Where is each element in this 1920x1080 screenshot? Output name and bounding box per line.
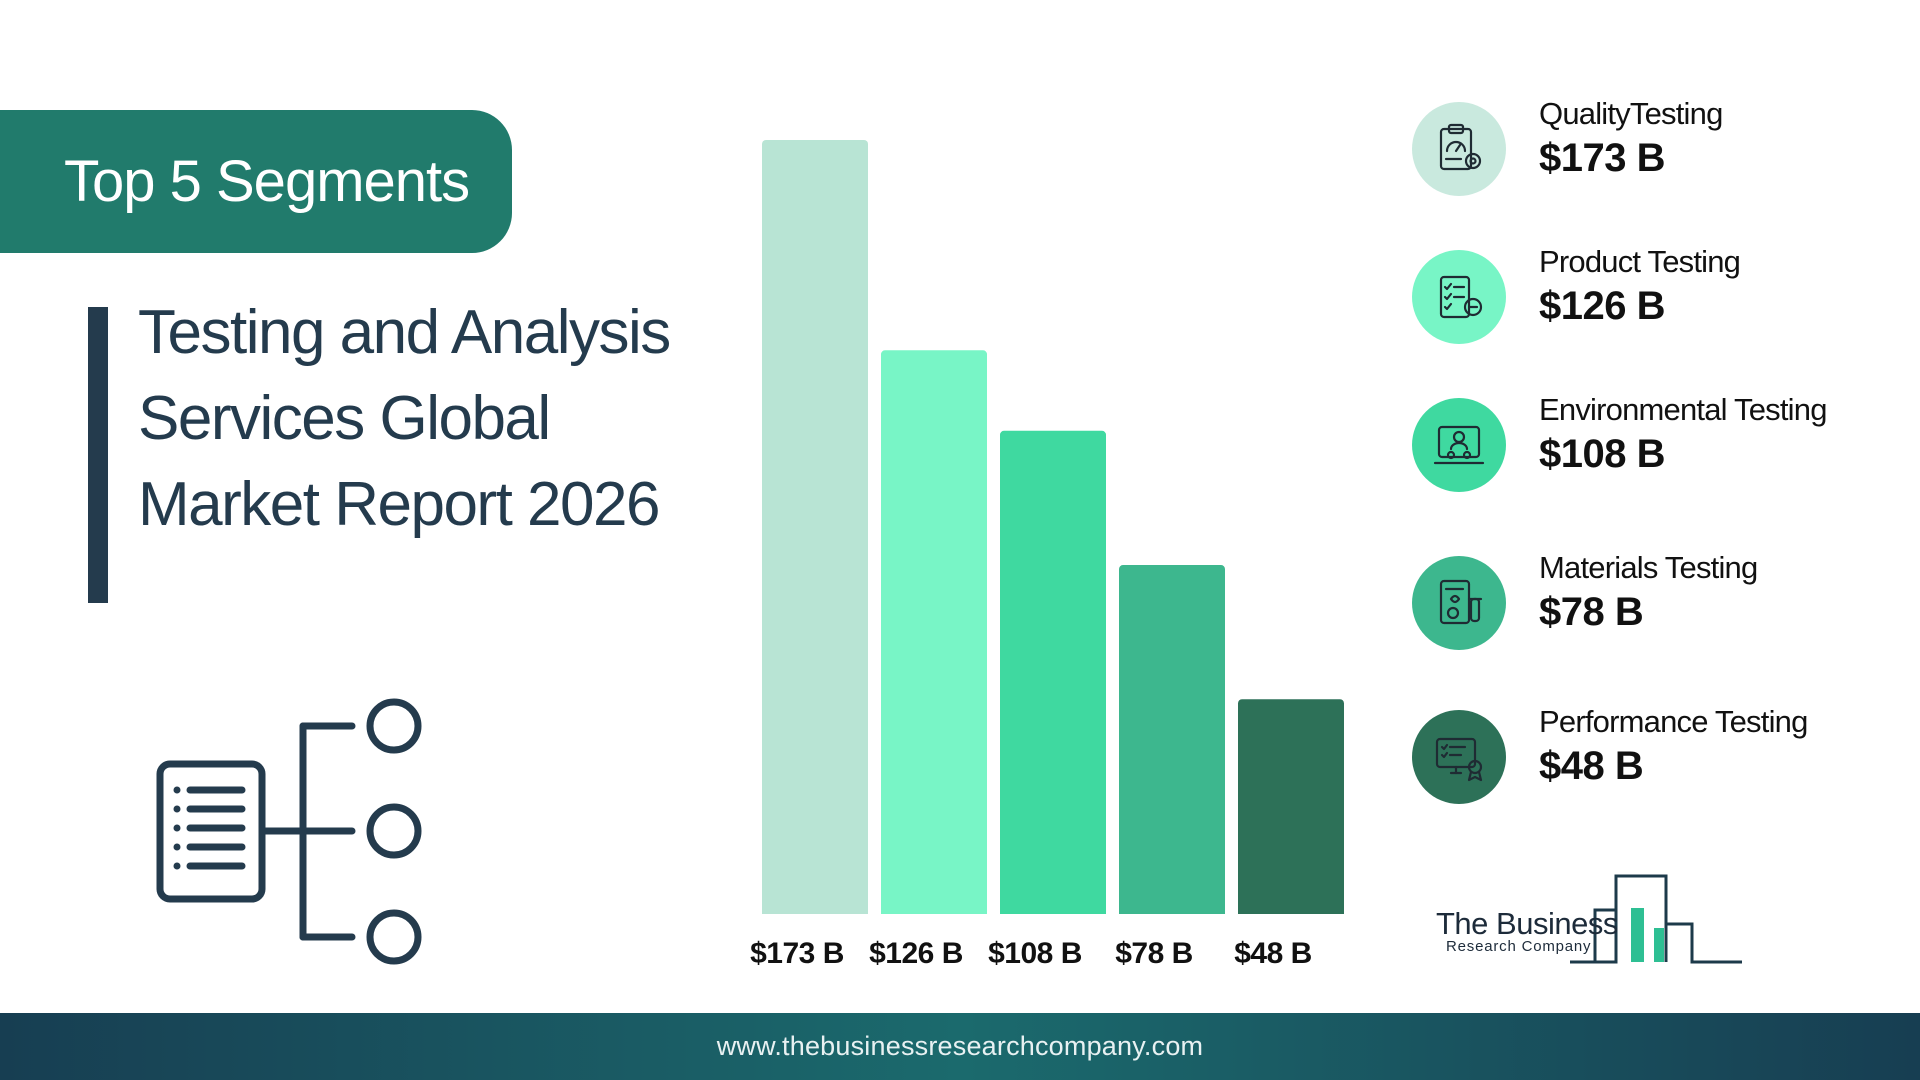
report-title-line-1: Testing and Analysis — [138, 298, 671, 367]
lab-report-icon — [1439, 579, 1483, 625]
bar-base-mask — [760, 914, 870, 924]
legend-name: Materials Testing — [1539, 550, 1758, 585]
monitor-award-icon — [1435, 737, 1483, 782]
legend-item-materials-testing: Materials Testing $78 B — [1412, 550, 1892, 666]
logo-line-1: The Business — [1436, 906, 1618, 941]
laptop-user-icon — [1433, 425, 1485, 465]
top-segments-tab: Top 5 Segments — [0, 110, 512, 253]
footer-url[interactable]: www.thebusinessresearchcompany.com — [716, 1031, 1204, 1061]
legend-circle — [1412, 710, 1506, 804]
footer-bar: www.thebusinessresearchcompany.com — [0, 1013, 1920, 1080]
legend-value: $108 B — [1539, 432, 1665, 476]
title-accent-bar — [88, 307, 108, 603]
bar-qualitytesting — [762, 140, 868, 918]
bar-materials-testing — [1119, 565, 1225, 918]
clipboard-gauge-icon — [1439, 123, 1482, 171]
bar-environmental-testing — [1000, 430, 1106, 918]
legend-item-quality-testing: QualityTesting $173 B — [1412, 96, 1892, 212]
legend-item-environmental-testing: Environmental Testing $108 B — [1412, 392, 1892, 508]
bar-base-mask — [998, 914, 1108, 924]
company-logo: The Business Research Company — [1430, 870, 1750, 970]
legend-name: Environmental Testing — [1539, 392, 1827, 427]
legend-item-performance-testing: Performance Testing $48 B — [1412, 704, 1892, 820]
logo-line-2: Research Company — [1446, 938, 1592, 955]
report-title-line-2: Services Global — [138, 384, 551, 453]
legend-circle — [1412, 250, 1506, 344]
bar-value-label: $108 B — [988, 937, 1082, 970]
bar-value-label: $126 B — [869, 937, 963, 970]
bar-product-testing — [881, 350, 987, 918]
checklist-icon — [1439, 275, 1483, 319]
segment-tree-icon — [156, 698, 422, 965]
bar-value-label: $78 B — [1115, 937, 1193, 970]
bar-value-label: $48 B — [1234, 937, 1312, 970]
legend-name: Performance Testing — [1539, 704, 1808, 739]
bar-base-mask — [1236, 914, 1346, 924]
skyline-logo-icon — [1570, 874, 1742, 964]
legend-name: QualityTesting — [1539, 96, 1723, 131]
bar-base-mask — [1117, 914, 1227, 924]
bar-value-label: $173 B — [750, 937, 844, 970]
legend-name: Product Testing — [1539, 244, 1741, 279]
bar-base-mask — [879, 914, 989, 924]
report-title: Testing and Analysis Services Global Mar… — [138, 290, 738, 548]
legend-value: $78 B — [1539, 590, 1644, 634]
segments-bar-chart: $173 B $126 B $108 B $78 B $48 B — [750, 140, 1346, 970]
top-segments-label: Top 5 Segments — [64, 149, 470, 214]
legend-item-product-testing: Product Testing $126 B — [1412, 244, 1892, 360]
legend-value: $173 B — [1539, 136, 1665, 180]
legend-value: $48 B — [1539, 744, 1644, 788]
legend-value: $126 B — [1539, 284, 1665, 328]
legend-circle — [1412, 556, 1506, 650]
report-title-line-3: Market Report 2026 — [138, 470, 660, 539]
legend-circle — [1412, 102, 1506, 196]
legend-circle — [1412, 398, 1506, 492]
bar-performance-testing — [1238, 699, 1344, 918]
